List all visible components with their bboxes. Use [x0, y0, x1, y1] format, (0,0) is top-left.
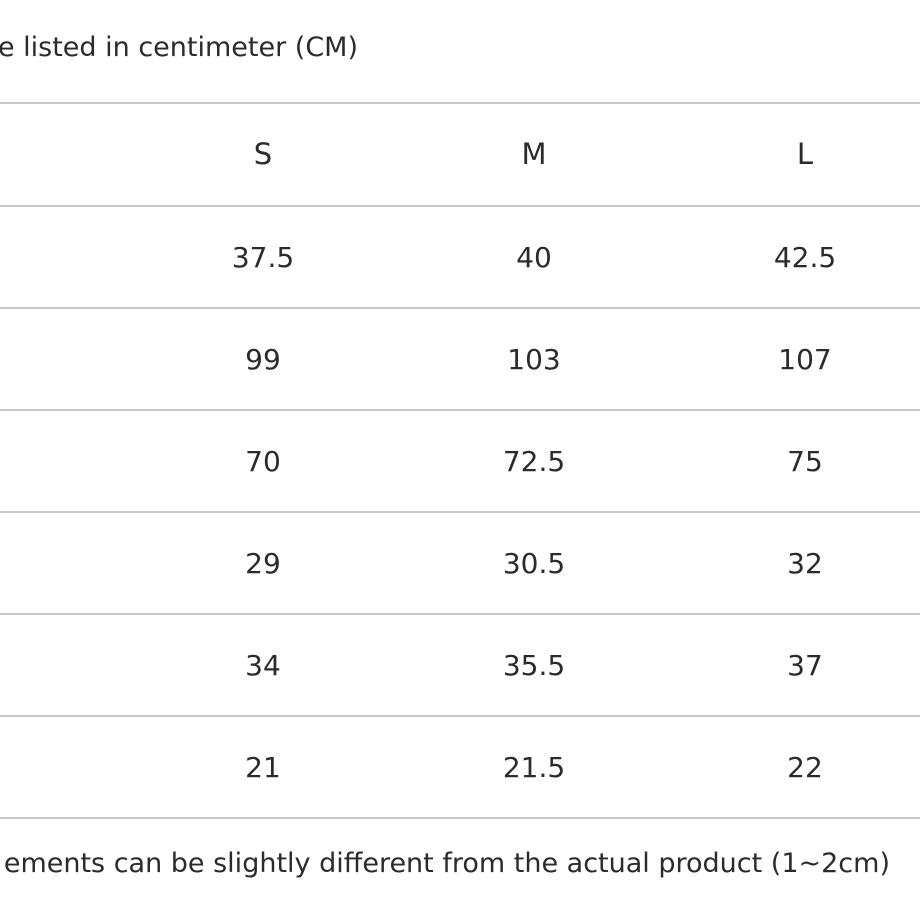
table-cell: 107: [778, 342, 832, 376]
header-size-l: L: [796, 137, 814, 171]
table-row: 21 21.5 22: [0, 716, 920, 818]
table-row: 99 103 107: [0, 308, 920, 410]
table-cell: 72.5: [502, 444, 566, 478]
table-cell: 40: [516, 240, 552, 274]
table-row: 37.5 40 42.5: [0, 206, 920, 308]
table-cell: 42.5: [773, 240, 837, 274]
table-divider: [0, 102, 920, 104]
table-cell: 29: [245, 546, 281, 580]
table-cell: 75: [787, 444, 823, 478]
table-divider: [0, 409, 920, 411]
table-cell: 35.5: [502, 648, 566, 682]
table-cell: 37: [787, 648, 823, 682]
table-divider: [0, 205, 920, 207]
table-cell: 30.5: [502, 546, 566, 580]
table-cell: 32: [787, 546, 823, 580]
table-cell: 103: [507, 342, 561, 376]
table-cell: 37.5: [231, 240, 295, 274]
header-size-s: S: [253, 137, 273, 171]
table-header-row: S M L: [0, 103, 920, 205]
table-divider: [0, 613, 920, 615]
table-cell: 99: [245, 342, 281, 376]
table-row: 34 35.5 37: [0, 614, 920, 716]
table-divider: [0, 715, 920, 717]
table-cell: 34: [245, 648, 281, 682]
table-cell: 21.5: [502, 750, 566, 784]
table-divider: [0, 307, 920, 309]
table-divider: [0, 511, 920, 513]
table-cell: 21: [245, 750, 281, 784]
table-cell: 22: [787, 750, 823, 784]
table-divider: [0, 817, 920, 819]
unit-note: e listed in centimeter (CM): [0, 32, 358, 63]
table-row: 70 72.5 75: [0, 410, 920, 512]
table-row: 29 30.5 32: [0, 512, 920, 614]
header-size-m: M: [521, 137, 547, 171]
table-cell: 70: [245, 444, 281, 478]
measurement-disclaimer: ements can be slightly different from th…: [3, 848, 890, 879]
